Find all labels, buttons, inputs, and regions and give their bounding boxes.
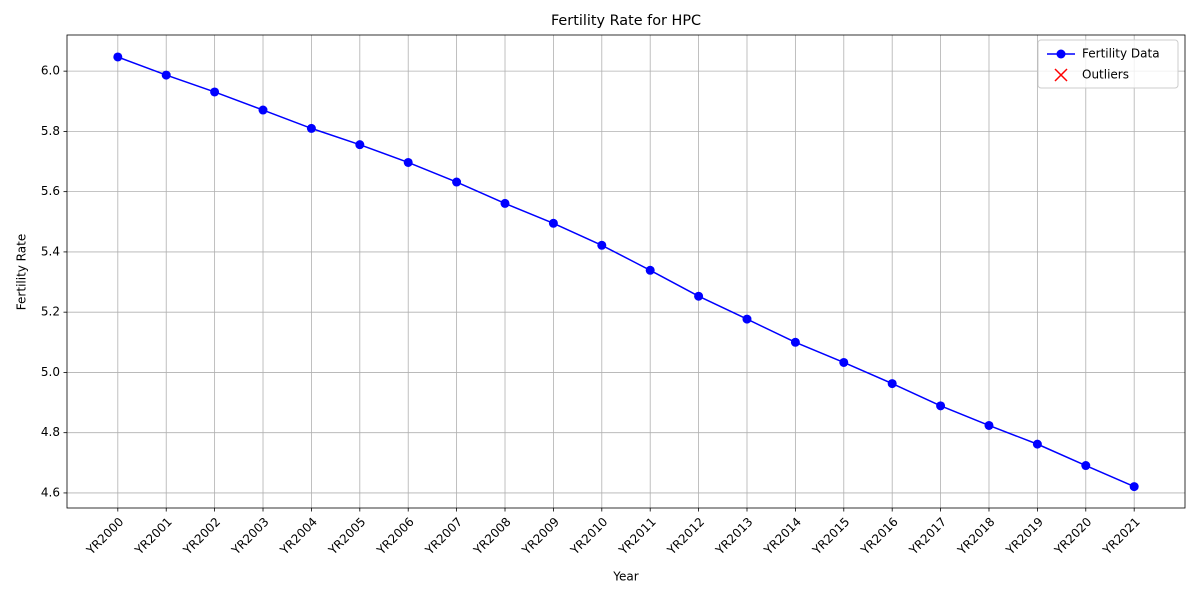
data-line: [117, 56, 1135, 488]
data-point: [936, 401, 946, 411]
x-tick-label: YR2017: [906, 515, 949, 558]
data-point: [548, 218, 558, 228]
x-tick-label: YR2013: [712, 515, 755, 558]
x-tick-label: YR2012: [664, 515, 707, 558]
data-point: [1032, 439, 1042, 449]
chart-title: Fertility Rate for HPC: [551, 13, 701, 29]
legend-label: Outliers: [1082, 68, 1129, 82]
data-point: [403, 157, 413, 167]
x-tick-label: YR2014: [761, 515, 804, 558]
x-tick-label: YR2003: [228, 515, 271, 558]
x-tick-label: YR2021: [1099, 515, 1142, 558]
data-point: [452, 177, 462, 187]
data-point: [984, 420, 994, 430]
y-tick-label: 5.4: [41, 244, 60, 258]
legend-marker: [1054, 68, 1068, 82]
x-tick-label: YR2020: [1051, 515, 1094, 558]
x-tick-label: YR2004: [277, 515, 320, 558]
data-point: [694, 291, 704, 301]
data-point: [645, 265, 655, 275]
y-tick-label: 6.0: [41, 64, 60, 78]
data-point: [355, 140, 365, 150]
legend-box: [1037, 39, 1179, 89]
x-tick-label: YR2010: [567, 515, 610, 558]
x-tick-label: YR2015: [809, 515, 852, 558]
data-point: [1129, 482, 1139, 492]
x-tick-label: YR2001: [132, 515, 175, 558]
data-point: [500, 198, 510, 208]
y-tick-label: 5.8: [41, 124, 60, 138]
x-tick-label: YR2000: [83, 515, 126, 558]
y-tick-label: 5.6: [41, 184, 60, 198]
plot-frame: [66, 34, 1186, 509]
x-tick-label: YR2011: [616, 515, 659, 558]
legend-marker: [1056, 49, 1066, 59]
x-tick-label: YR2019: [1003, 515, 1046, 558]
x-axis-label: Year: [612, 570, 638, 584]
data-point: [306, 123, 316, 133]
data-point: [839, 357, 849, 367]
data-point: [210, 87, 220, 97]
data-point: [887, 379, 897, 389]
x-tick-label: YR2008: [470, 515, 513, 558]
x-tick-label: YR2016: [857, 515, 900, 558]
x-tick-label: YR2018: [954, 515, 997, 558]
x-tick-label: YR2009: [519, 515, 562, 558]
y-axis-label: Fertility Rate: [15, 234, 29, 310]
x-tick-label: YR2005: [325, 515, 368, 558]
y-tick-label: 4.8: [41, 425, 60, 439]
data-point: [790, 337, 800, 347]
data-point: [1081, 461, 1091, 471]
x-tick-label: YR2006: [374, 515, 417, 558]
data-point: [161, 70, 171, 80]
data-point: [597, 240, 607, 250]
y-tick-label: 5.0: [41, 365, 60, 379]
x-tick-label: YR2002: [180, 515, 223, 558]
legend-label: Fertility Data: [1082, 47, 1160, 61]
data-point: [113, 52, 123, 62]
y-tick-label: 4.6: [41, 485, 60, 499]
y-tick-label: 5.2: [41, 305, 60, 319]
data-point: [742, 314, 752, 324]
x-tick-label: YR2007: [422, 515, 465, 558]
data-point: [258, 105, 268, 115]
